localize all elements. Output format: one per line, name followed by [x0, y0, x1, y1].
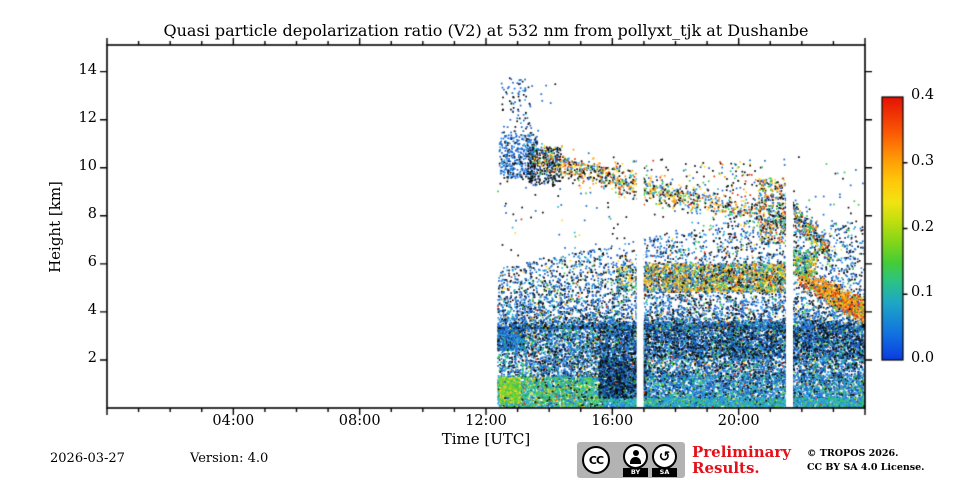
- copyright-line1: © TROPOS 2026.: [807, 448, 899, 459]
- cc-sa-label: SA: [652, 468, 677, 477]
- copyright-note: © TROPOS 2026. CC BY SA 4.0 License.: [807, 447, 924, 474]
- cc-sa-arrow-icon: ↺: [652, 444, 677, 469]
- copyright-line2: CC BY SA 4.0 License.: [807, 461, 925, 473]
- colorbar-tick-label-00: 0.0: [911, 350, 935, 366]
- y-tick-label-14: 14: [78, 61, 97, 78]
- cc-icon: CC: [582, 446, 610, 474]
- x-tick-label-1600: 16:00: [591, 413, 634, 429]
- colorbar-tick-label-01: 0.1: [911, 284, 935, 301]
- cc-license-badge[interactable]: CC ↺ BY SA: [577, 442, 685, 478]
- y-tick-label-10: 10: [78, 157, 97, 174]
- x-tick-label-2000: 20:00: [717, 413, 760, 429]
- cc-icon-text: CC: [588, 453, 604, 467]
- colorbar-tick-label-02: 0.2: [911, 218, 935, 235]
- y-axis-label: Height [km]: [46, 181, 64, 273]
- x-axis-label: Time [UTC]: [441, 430, 531, 448]
- colorbar-tick-label-03: 0.3: [911, 152, 935, 169]
- colorbar-tick-label-04: 0.4: [911, 87, 935, 103]
- x-tick-label-0800: 08:00: [338, 413, 381, 429]
- cc-by-label: BY: [623, 468, 648, 477]
- preliminary-results-note: Preliminary Results.: [692, 443, 791, 477]
- y-tick-label-12: 12: [78, 109, 97, 126]
- version-label: Version: 4.0: [190, 451, 269, 466]
- y-tick-label-4: 4: [87, 301, 97, 318]
- y-tick-label-6: 6: [87, 253, 97, 270]
- plot-title: Quasi particle depolarization ratio (V2)…: [163, 21, 809, 40]
- x-tick-label-0400: 04:00: [212, 413, 255, 429]
- y-tick-label-2: 2: [87, 349, 97, 366]
- measurement-date: 2026-03-27: [50, 451, 125, 466]
- x-tick-label-1200: 12:00: [465, 413, 507, 429]
- y-tick-label-8: 8: [87, 205, 97, 222]
- cc-by-person-icon: [623, 444, 648, 469]
